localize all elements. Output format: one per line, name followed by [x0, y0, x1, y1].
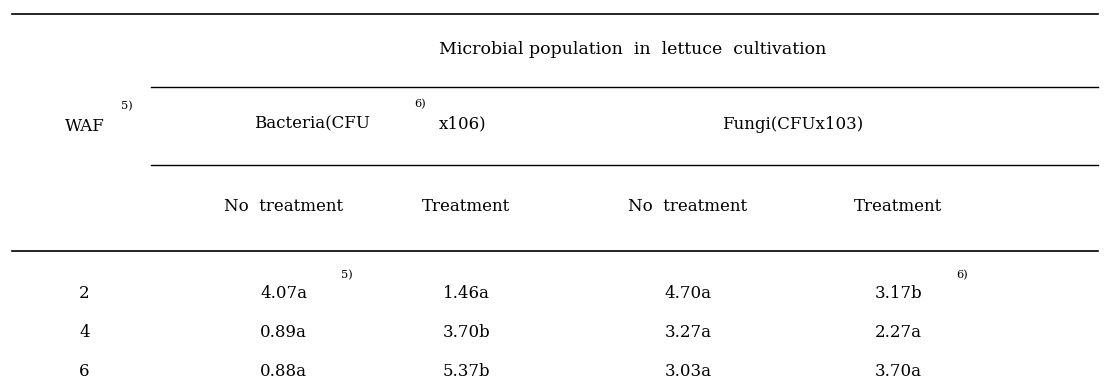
Text: No  treatment: No treatment [628, 197, 747, 215]
Text: 3.17b: 3.17b [875, 285, 922, 302]
Text: 4.70a: 4.70a [665, 285, 712, 302]
Text: 5): 5) [341, 270, 353, 280]
Text: 0.88a: 0.88a [260, 363, 307, 380]
Text: No  treatment: No treatment [224, 197, 343, 215]
Text: 3.27a: 3.27a [665, 324, 712, 341]
Text: 5.37b: 5.37b [443, 363, 491, 380]
Text: 3.03a: 3.03a [665, 363, 712, 380]
Text: Bacteria(CFU: Bacteria(CFU [254, 116, 370, 133]
Text: 2: 2 [79, 285, 90, 302]
Text: 6): 6) [414, 99, 426, 109]
Text: x106): x106) [438, 116, 486, 133]
Text: 4.07a: 4.07a [260, 285, 307, 302]
Text: 1.46a: 1.46a [443, 285, 490, 302]
Text: 0.89a: 0.89a [260, 324, 307, 341]
Text: 5): 5) [121, 100, 133, 111]
Text: 2.27a: 2.27a [875, 324, 921, 341]
Text: Fungi(CFUx103): Fungi(CFUx103) [723, 116, 864, 133]
Text: Treatment: Treatment [422, 197, 511, 215]
Text: 6): 6) [956, 270, 968, 280]
Text: Treatment: Treatment [854, 197, 942, 215]
Text: 3.70b: 3.70b [443, 324, 491, 341]
Text: 4: 4 [79, 324, 90, 341]
Text: 3.70a: 3.70a [875, 363, 921, 380]
Text: WAF: WAF [64, 118, 104, 134]
Text: 6: 6 [79, 363, 90, 380]
Text: Microbial population  in  lettuce  cultivation: Microbial population in lettuce cultivat… [438, 41, 826, 58]
